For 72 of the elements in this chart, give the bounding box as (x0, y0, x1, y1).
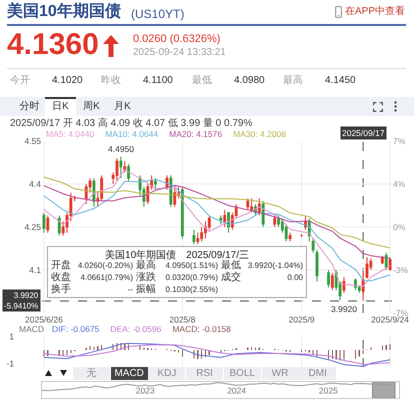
x-tick-label: 2025/6/26 (25, 314, 64, 324)
annotation: 0.00 (287, 272, 303, 284)
y-tick-label: 4.25 (24, 222, 42, 232)
text: 日K (52, 101, 69, 112)
annotation: 最低 (221, 260, 241, 272)
y-tick-label: 4.1 (29, 264, 42, 275)
annotation: 4.4950 (108, 144, 134, 154)
text: 2025-09-24 13:33:21 (133, 47, 226, 58)
series-label: MACD: -0.0158 (172, 324, 231, 334)
text: WR (272, 368, 288, 379)
annotation: 最高 (136, 260, 156, 272)
x-tick-label: 2025 (318, 385, 338, 396)
series-label: DIF: -0.0675 (52, 324, 100, 334)
y-tick-label: 4.4 (29, 178, 42, 189)
y-tick-label: 1 (9, 332, 14, 342)
text: 今开 (10, 75, 30, 87)
text: 月K (114, 101, 131, 112)
text: MA10: 4.0644 (105, 129, 158, 139)
annotation: 成交 (221, 272, 241, 284)
text: 4.1450 (325, 75, 356, 87)
text: BOLL (230, 368, 256, 379)
text: 在APP中查看 (344, 6, 405, 18)
y-tick-label: 4.55 (24, 136, 42, 146)
y2-tick-label: 4% (393, 179, 406, 190)
text: MACD (114, 368, 144, 379)
annotation: 振幅 (136, 284, 156, 296)
text: 最高 (283, 75, 303, 87)
text: 4.1360 (7, 28, 99, 61)
annotation: 收盘 (51, 272, 71, 284)
text: MA5: 4.0440 (46, 129, 94, 139)
text: 美国10年期国债 (7, 3, 121, 21)
annotation: 0.1030(2.55%) (166, 284, 218, 296)
annotation: 4.0950(1.51%) (166, 260, 218, 272)
annotation: 换手 (51, 284, 71, 296)
text: 分时 (20, 101, 40, 112)
ref-line-label: 2025/09/17 (342, 128, 385, 138)
text: 4.0980 (234, 75, 265, 87)
x-tick-label: 2025/9 (288, 314, 315, 324)
text: 无 (86, 368, 96, 379)
text: 周K (83, 101, 100, 112)
text: 4.1020 (52, 75, 83, 87)
y2-tick-label: 0% (393, 222, 406, 232)
chart-title: MACD (19, 324, 44, 334)
annotation: -- (128, 284, 133, 296)
series-label: DEA: -0.0596 (110, 324, 162, 334)
x-tick-label: 2025/8 (169, 314, 196, 324)
annotation: 2025/09/17/三 (186, 250, 249, 261)
x-tick-label: 2023 (136, 385, 155, 396)
text: RSI (196, 368, 213, 379)
annotation: 3.9920(-1.04%) (248, 260, 303, 272)
text: 0.0260 (0.6326%) (133, 33, 220, 45)
annotation: 3.9920 (331, 304, 358, 314)
x-tick-label: 2024 (227, 385, 246, 396)
text: MA20: 4.1576 (169, 129, 222, 139)
y-tick-label: -1 (6, 358, 14, 369)
y2-tick-label: -3% (393, 265, 409, 276)
text: 2025/09/17 开 4.03 高 4.09 收 4.07 低 3.99 量 0 0.79% (10, 118, 252, 129)
text: (US10YT) (131, 7, 184, 21)
text: DMI (308, 368, 327, 379)
annotation: 开盘 (51, 260, 71, 272)
annotation: 涨跌 (136, 272, 156, 284)
ref-line-label: 3.9920 -5.9410% (4, 291, 39, 310)
annotation: 美国10年期国债 (105, 250, 176, 261)
text: 4.1100 (143, 75, 173, 87)
text: 昨收 (101, 75, 121, 87)
annotation: 4.0260(-0.20%) (78, 260, 133, 272)
text: KDJ (157, 368, 176, 379)
y2-tick-label: 7% (393, 136, 406, 146)
annotation: 4.0661(0.79%) (80, 272, 133, 284)
annotation: 0.0320(0.79%) (166, 272, 218, 284)
text: MA30: 4.2008 (233, 129, 286, 139)
text: 最低 (192, 75, 212, 87)
